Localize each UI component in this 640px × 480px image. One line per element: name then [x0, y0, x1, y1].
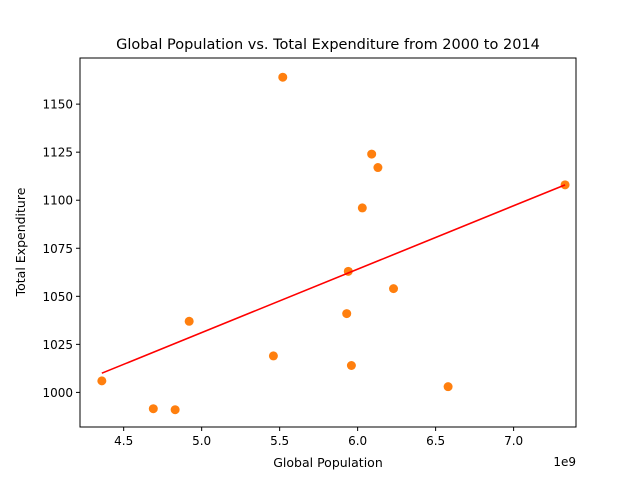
plot-frame — [79, 57, 577, 428]
y-tick-label-1025: 1025 — [42, 338, 73, 352]
x-axis-label: Global Population — [273, 455, 383, 470]
y-tick-label-1125: 1125 — [42, 146, 73, 160]
data-point-1 — [278, 72, 288, 82]
x-tick-label-5.5: 5.5 — [270, 434, 289, 448]
data-point-8 — [342, 309, 352, 319]
x-tick-label-6.5: 6.5 — [426, 434, 445, 448]
data-point-3 — [373, 163, 383, 173]
chart-title: Global Population vs. Total Expenditure … — [116, 37, 540, 53]
data-point-14 — [148, 404, 158, 414]
y-tick-label-1050: 1050 — [42, 290, 73, 304]
x-tick-label-6.0: 6.0 — [348, 434, 367, 448]
plot-area — [97, 72, 570, 415]
data-point-7 — [389, 284, 399, 294]
data-point-12 — [97, 376, 107, 386]
y-axis-label: Total Expenditure — [13, 187, 28, 297]
data-point-5 — [357, 203, 367, 213]
y-tick-label-1100: 1100 — [42, 194, 73, 208]
data-point-10 — [268, 351, 278, 361]
y-tick-label-1000: 1000 — [42, 386, 73, 400]
data-point-9 — [184, 316, 194, 326]
y-tick-label-1075: 1075 — [42, 242, 73, 256]
y-tick-label-1150: 1150 — [42, 98, 73, 112]
data-point-11 — [346, 361, 356, 370]
x-tick-label-5.0: 5.0 — [192, 434, 211, 448]
x-tick-label-4.5: 4.5 — [114, 434, 133, 448]
x-tick-label-7.0: 7.0 — [504, 434, 523, 448]
data-point-15 — [170, 405, 180, 415]
data-point-2 — [367, 149, 377, 159]
data-point-13 — [443, 382, 453, 392]
x-axis-offset-label: 1e9 — [553, 455, 576, 469]
trend-line — [101, 184, 566, 374]
y-axis: 1000 1025 1050 1075 1100 1125 1150 — [42, 98, 80, 400]
x-axis: 4.5 5.0 5.5 6.0 6.5 7.0 — [114, 427, 523, 448]
